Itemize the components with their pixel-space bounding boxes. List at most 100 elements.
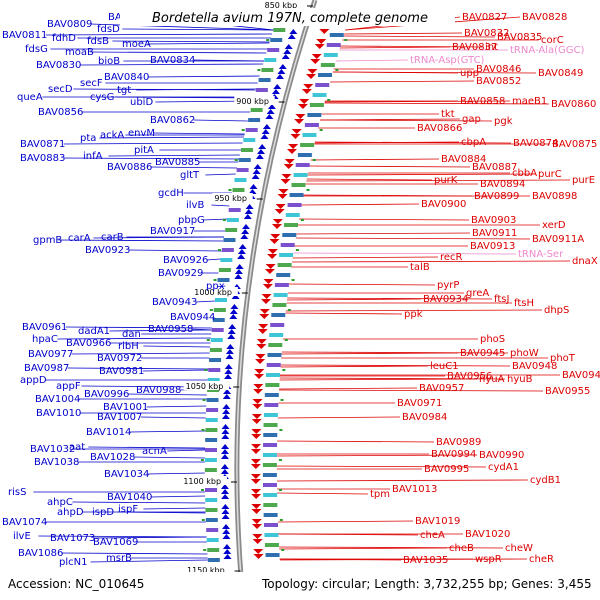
right-gene-label-pgk[interactable]: pgk [494, 116, 513, 127]
left-gene-label-bav0972[interactable]: BAV0972 [97, 353, 142, 364]
left-gene-label-ubid[interactable]: ubiD [130, 97, 153, 108]
right-gene-label-bav0828[interactable]: BAV0828 [522, 12, 567, 23]
left-gene-label-bav0923[interactable]: BAV0923 [85, 245, 130, 256]
left-gene-label-bav0966[interactable]: BAV0966 [66, 338, 111, 349]
left-gene-label-bav1007[interactable]: BAV1007 [97, 412, 142, 423]
right-gene-label-bav0900[interactable]: BAV0900 [421, 199, 466, 210]
left-gene-label-ppx[interactable]: ppx [206, 281, 225, 292]
right-gene-label-ftsh[interactable]: ftsH [514, 298, 534, 309]
right-gene-label-bav0866[interactable]: BAV0866 [417, 123, 462, 134]
left-gene-label-bav1086[interactable]: BAV1086 [18, 548, 63, 559]
left-gene-label-bav1073[interactable]: BAV1073 [50, 533, 95, 544]
left-gene-label-envm[interactable]: envM [128, 128, 155, 139]
left-gene-label-fdhd[interactable]: fdhD [52, 33, 76, 44]
left-gene-label-bav0883[interactable]: BAV0883 [20, 153, 65, 164]
left-gene-label-bav1028[interactable]: BAV1028 [90, 452, 135, 463]
left-gene-label-dan[interactable]: dan [122, 329, 141, 340]
left-gene-label-riss[interactable]: risS [8, 487, 26, 498]
right-gene-label-xerd[interactable]: xerD [542, 220, 566, 231]
left-gene-label-bav1004[interactable]: BAV1004 [35, 394, 80, 405]
left-gene-label-bav1038[interactable]: BAV1038 [34, 457, 79, 468]
left-gene-label-bav1040[interactable]: BAV1040 [107, 492, 152, 503]
left-gene-label-bav0977[interactable]: BAV0977 [28, 349, 73, 360]
left-gene-label-bav0988[interactable]: BAV0988 [136, 385, 181, 396]
right-gene-label-upp[interactable]: upp [460, 68, 479, 79]
left-gene-label-bav0929[interactable]: BAV0929 [158, 268, 203, 279]
left-gene-label-fdsg[interactable]: fdsG [25, 44, 48, 55]
right-gene-label-int[interactable]: int [485, 42, 498, 53]
left-gene-label-bav0926[interactable]: BAV0926 [163, 255, 208, 266]
right-gene-label-bav0837[interactable]: BAV0837 [452, 42, 497, 53]
left-gene-label-gcdh[interactable]: gcdH [158, 188, 184, 199]
right-gene-label-cher[interactable]: cheR [529, 554, 554, 565]
left-gene-label-ahpc[interactable]: ahpC [47, 497, 73, 508]
left-gene-label-cysg[interactable]: cysG [90, 92, 114, 103]
right-gene-label-phot[interactable]: phoT [550, 353, 576, 364]
left-gene-label-bav1069[interactable]: BAV1069 [93, 537, 138, 548]
right-gene-label-ftsj[interactable]: ftsJ [494, 294, 509, 305]
right-gene-label-bav1035[interactable]: BAV1035 [403, 555, 448, 566]
left-gene-label-gpmb[interactable]: gpmB [33, 235, 62, 246]
right-gene-label-talb[interactable]: talB [410, 262, 430, 273]
right-gene-label-bav0971[interactable]: BAV0971 [397, 398, 442, 409]
left-gene-label-quea[interactable]: queA [17, 92, 43, 103]
left-gene-label-tgt[interactable]: tgt [117, 85, 131, 96]
right-gene-label-bav0852[interactable]: BAV0852 [476, 76, 521, 87]
right-gene-label-chea[interactable]: cheA [420, 530, 445, 541]
right-gene-label-bav0949[interactable]: BAV0949 [562, 370, 600, 381]
right-gene-label-cbpa[interactable]: cbpA [461, 137, 486, 148]
right-gene-label-trna-asp-gtc-[interactable]: tRNA-Asp(GTC) [410, 55, 485, 66]
right-gene-label-bav1019[interactable]: BAV1019 [415, 516, 460, 527]
right-gene-label-phow[interactable]: phoW [510, 348, 539, 359]
left-gene-label-msrb[interactable]: msrB [106, 553, 132, 564]
right-gene-label-bav0874[interactable]: BAV0874 [513, 138, 558, 149]
right-gene-label-tkt[interactable]: tkt [441, 109, 455, 120]
left-gene-label-bav1014[interactable]: BAV1014 [86, 427, 131, 438]
right-gene-label-bav0835[interactable]: BAV0835 [497, 32, 542, 43]
right-gene-label-bav0911[interactable]: BAV0911 [472, 228, 517, 239]
left-gene-label-moea[interactable]: moeA [122, 39, 151, 50]
left-gene-label-infa[interactable]: infA [83, 151, 103, 162]
right-gene-label-bav0898[interactable]: BAV0898 [532, 191, 577, 202]
left-gene-label-biob[interactable]: bioB [98, 56, 120, 67]
right-gene-label-corc[interactable]: corC [541, 35, 564, 46]
right-gene-label-chew[interactable]: cheW [505, 543, 533, 554]
left-gene-label-ilvb[interactable]: ilvB [186, 200, 204, 211]
right-gene-label-bav0899[interactable]: BAV0899 [474, 191, 519, 202]
left-gene-label-bav0871[interactable]: BAV0871 [20, 139, 65, 150]
left-gene-label-bav0981[interactable]: BAV0981 [99, 366, 144, 377]
right-gene-label-bav0945[interactable]: BAV0945 [460, 348, 505, 359]
right-gene-label-dhps[interactable]: dhpS [544, 305, 569, 316]
right-gene-label-bav0858[interactable]: BAV0858 [460, 96, 505, 107]
left-gene-label-cara[interactable]: carA [68, 233, 91, 244]
right-gene-label-tpm[interactable]: tpm [370, 489, 390, 500]
right-gene-label-bav0990[interactable]: BAV0990 [479, 450, 524, 461]
left-gene-label-bav0958[interactable]: BAV0958 [148, 324, 193, 335]
left-gene-label-bav1034[interactable]: BAV1034 [104, 469, 149, 480]
right-gene-label-cbba[interactable]: cbbA [512, 168, 537, 179]
right-gene-label-pyrp[interactable]: pyrP [437, 280, 459, 291]
right-gene-label-ppk[interactable]: ppk [404, 309, 423, 320]
right-gene-label-bav0911a[interactable]: BAV0911A [532, 234, 584, 245]
right-gene-label-leuc1[interactable]: leuC1 [430, 361, 459, 372]
left-gene-label-acka[interactable]: ackA [100, 130, 124, 141]
right-gene-label-bav0846[interactable]: BAV0846 [476, 64, 521, 75]
left-gene-label-plcn1[interactable]: plcN1 [59, 557, 87, 568]
left-gene-label-bav0885[interactable]: BAV0885 [155, 157, 200, 168]
left-gene-label-pta[interactable]: pta [80, 133, 96, 144]
right-gene-label-trna-ser[interactable]: tRNA-Ser [518, 249, 564, 260]
left-gene-label-bav0987[interactable]: BAV0987 [24, 363, 69, 374]
left-gene-label-carb[interactable]: carB [101, 232, 124, 243]
right-gene-label-wspr[interactable]: wspR [475, 554, 502, 565]
right-gene-label-bav0989[interactable]: BAV0989 [436, 437, 481, 448]
left-gene-label-ribh[interactable]: ribH [118, 341, 139, 352]
right-gene-label-bav0860[interactable]: BAV0860 [551, 99, 596, 110]
right-gene-label-bav0832[interactable]: BAV0832 [464, 28, 509, 39]
right-gene-label-bav1013[interactable]: BAV1013 [392, 484, 437, 495]
right-gene-label-bav0894[interactable]: BAV0894 [480, 179, 525, 190]
left-gene-label-appf[interactable]: appF [56, 381, 81, 392]
right-gene-label-bav0903[interactable]: BAV0903 [471, 215, 516, 226]
left-gene-label-ispd[interactable]: ispD [92, 507, 114, 518]
left-gene-label-dada1[interactable]: dadA1 [78, 326, 110, 337]
right-gene-label-bav0934[interactable]: BAV0934 [423, 294, 468, 305]
